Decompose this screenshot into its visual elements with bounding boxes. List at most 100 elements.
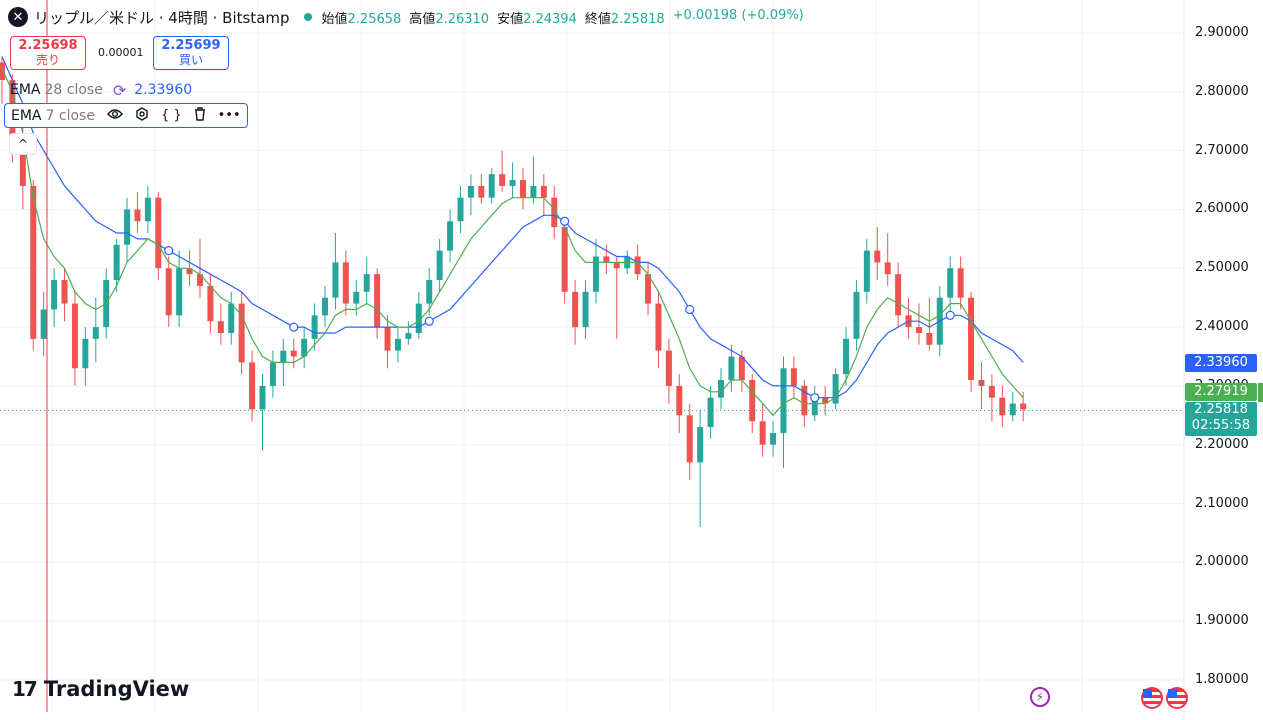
candle-body: [238, 303, 245, 363]
candle-body: [801, 385, 808, 416]
price-tick-label: 1.90000: [1195, 613, 1249, 629]
candle-body: [384, 327, 391, 351]
buy-label: 買い: [178, 53, 203, 67]
candle-body: [1020, 403, 1027, 410]
ema7-args: 7 close: [45, 107, 95, 124]
loading-sync-icon: ⟳: [112, 80, 127, 100]
high-label: 高値: [409, 11, 436, 27]
candle-body: [71, 303, 78, 369]
candle-body: [155, 197, 162, 269]
tradingview-logo[interactable]: 17 TradingView: [12, 677, 189, 701]
candle-body: [405, 332, 412, 339]
ema28-value: 2.33960: [134, 82, 193, 98]
price-tick-label: 2.10000: [1195, 495, 1249, 511]
candle-body: [790, 368, 797, 386]
candle-body: [582, 291, 589, 328]
tradingview-mark-icon: 17: [12, 677, 38, 701]
indicator-ema28[interactable]: EMA 28 close ⟳ 2.33960: [4, 78, 198, 102]
market-open-icon: [303, 13, 312, 21]
price-tick-label: 1.80000: [1195, 672, 1249, 687]
candle-body: [926, 332, 933, 345]
candle-body: [134, 209, 141, 222]
low-label: 安値: [497, 11, 524, 27]
low-value: 2.24394: [523, 11, 577, 27]
candle-body: [853, 291, 860, 339]
candle-body: [645, 274, 652, 304]
indicator-ema7[interactable]: EMA 7 close { } •••: [4, 103, 248, 128]
collapse-legend-chevron-up-icon[interactable]: ^: [9, 133, 37, 155]
candle-body: [551, 197, 558, 228]
ema28-args: 28 close: [44, 82, 103, 98]
candle-body: [457, 197, 464, 222]
ema7-name: EMA: [11, 107, 42, 124]
buy-price: 2.25699: [161, 38, 221, 53]
spread-value: 0.00001: [98, 46, 144, 59]
price-tick-label: 2.80000: [1195, 83, 1249, 99]
candle-body: [40, 309, 47, 339]
candle-body: [342, 262, 349, 304]
candle-body: [290, 350, 297, 357]
more-options-icon[interactable]: •••: [217, 108, 241, 123]
candle-body: [832, 374, 839, 404]
trash-icon[interactable]: [194, 106, 206, 125]
candle-body: [717, 380, 724, 398]
candle-body: [968, 297, 975, 381]
signal-marker: [560, 216, 570, 226]
signal-marker: [685, 304, 695, 315]
candle-body: [280, 350, 287, 363]
ema28-price-tag: 2.33960: [1185, 354, 1257, 372]
buy-button[interactable]: 2.25699 買い: [153, 36, 229, 70]
candle-body: [884, 262, 891, 275]
candle-body: [530, 185, 537, 198]
sell-label: 売り: [35, 53, 60, 67]
candle-body: [728, 356, 735, 381]
candle-body: [332, 262, 339, 298]
candle-body: [780, 368, 787, 433]
us-flag-icon-2[interactable]: [1166, 687, 1188, 709]
bar-countdown: 02:55:58: [1191, 418, 1251, 433]
candle-body: [655, 303, 662, 351]
us-flag-icon[interactable]: [1141, 687, 1163, 709]
settings-gear-icon[interactable]: [135, 106, 149, 125]
xrp-logo-icon[interactable]: ✕: [8, 7, 28, 27]
ema7-price-tag: 2.27919: [1185, 383, 1257, 401]
candle-body: [322, 297, 329, 316]
candle-body: [467, 185, 474, 198]
candle-body: [301, 338, 308, 357]
candle-body: [947, 268, 954, 298]
candle-body: [749, 380, 756, 422]
lightning-bolt-icon[interactable]: ⚡: [1030, 687, 1050, 707]
candle-body: [613, 262, 620, 269]
sell-button[interactable]: 2.25698 売り: [10, 36, 86, 70]
candle-body: [863, 250, 870, 292]
symbol-title[interactable]: リップル／米ドル · 4時間 · Bitstamp: [34, 8, 290, 27]
candle-body: [436, 250, 443, 281]
candle-body: [697, 427, 704, 463]
ema28-name: EMA: [10, 82, 41, 98]
candle-body: [520, 180, 526, 198]
candle-body: [895, 274, 902, 316]
price-tick-label: 2.40000: [1195, 319, 1249, 335]
candle-body: [124, 209, 131, 245]
price-tick-label: 2.90000: [1195, 25, 1249, 40]
signal-marker: [945, 310, 955, 320]
last-price-value: 2.25818: [1194, 402, 1248, 417]
candle-body: [92, 327, 99, 339]
candle-body: [770, 432, 777, 445]
price-tick-label: 2.50000: [1195, 260, 1249, 276]
ohlc-readout: 始値2.25658 高値2.26310 安値2.24394 終値2.25818 …: [322, 8, 804, 27]
candle-body: [353, 291, 360, 304]
candle-body: [499, 174, 506, 186]
candle-body: [259, 385, 266, 410]
candle-body: [196, 274, 203, 286]
candle-body: [426, 280, 433, 304]
signal-marker: [810, 393, 820, 403]
candle-body: [415, 303, 422, 333]
source-code-icon[interactable]: { }: [160, 108, 182, 123]
candle-body: [509, 180, 516, 186]
close-value: 2.25818: [610, 11, 665, 27]
candle-body: [82, 338, 89, 369]
eye-icon[interactable]: [107, 108, 123, 124]
close-label: 終値: [584, 11, 611, 27]
